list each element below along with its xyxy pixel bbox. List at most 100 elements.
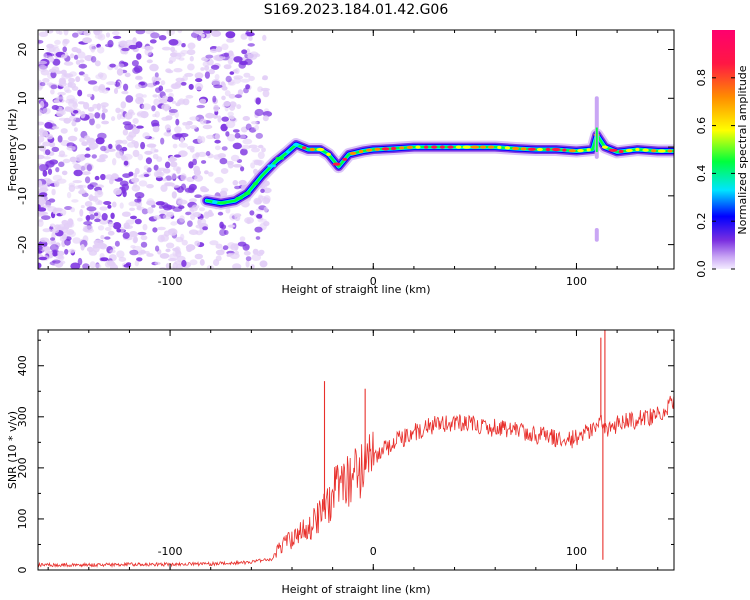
noise-blob: [194, 253, 203, 260]
noise-blob: [257, 144, 264, 149]
noise-blob: [58, 81, 67, 87]
noise-blob: [215, 255, 222, 262]
noise-blob: [73, 169, 83, 177]
noise-blob: [232, 129, 240, 133]
noise-blob: [242, 138, 253, 145]
noise-blob: [144, 48, 152, 56]
noise-blob: [258, 249, 265, 255]
noise-blob: [225, 131, 230, 137]
noise-blob: [262, 111, 273, 117]
noise-blob: [160, 80, 166, 86]
noise-blob: [54, 181, 60, 188]
noise-blob: [166, 30, 175, 36]
noise-blob: [227, 162, 234, 169]
noise-blob: [109, 263, 119, 269]
spectrogram-x-tick-label: -100: [158, 275, 183, 288]
noise-blob: [80, 111, 86, 119]
noise-blob: [128, 231, 138, 238]
ridge-peak: [431, 145, 438, 149]
noise-blob: [99, 154, 108, 160]
noise-blob: [233, 56, 243, 63]
noise-blob: [45, 149, 51, 156]
noise-blob: [208, 171, 214, 177]
noise-blob: [175, 118, 180, 126]
noise-blob: [171, 184, 180, 188]
noise-blob: [64, 248, 69, 255]
noise-blob: [71, 46, 79, 53]
noise-blob: [174, 111, 179, 118]
noise-blob: [77, 257, 83, 266]
ridge-peak: [667, 149, 673, 153]
noise-blob: [154, 72, 159, 78]
noise-blob: [240, 33, 248, 40]
noise-blob: [75, 154, 85, 162]
noise-blob: [42, 53, 48, 59]
noise-blob: [94, 60, 101, 67]
noise-blob: [205, 112, 215, 119]
noise-blob: [52, 250, 58, 257]
noise-blob: [113, 188, 122, 195]
noise-blob: [248, 35, 253, 41]
noise-blob: [251, 147, 260, 153]
noise-blob: [60, 209, 67, 216]
noise-blob: [262, 89, 270, 98]
ridge-peak: [625, 148, 633, 153]
noise-blob: [248, 75, 255, 82]
noise-blob: [62, 46, 67, 53]
noise-blob: [177, 199, 188, 205]
noise-blob: [97, 132, 107, 140]
noise-blob: [73, 110, 79, 114]
noise-blob: [68, 77, 76, 83]
noise-blob: [164, 124, 171, 131]
noise-blob: [180, 81, 187, 86]
noise-blob: [78, 63, 88, 69]
noise-blob: [133, 182, 138, 188]
noise-blob: [63, 85, 70, 93]
noise-blob: [122, 232, 130, 239]
noise-blob: [234, 243, 239, 251]
ridge-peak: [342, 157, 348, 161]
noise-blob: [168, 39, 179, 46]
noise-blob: [66, 191, 72, 199]
noise-blob: [189, 259, 198, 266]
noise-blob: [58, 117, 68, 121]
noise-blob: [50, 84, 58, 90]
noise-blob: [51, 105, 59, 110]
noise-blob: [93, 30, 103, 35]
noise-blob: [244, 58, 253, 66]
noise-blob: [62, 158, 71, 164]
noise-blob: [68, 182, 76, 188]
noise-blob: [83, 221, 93, 226]
noise-blob: [152, 153, 159, 160]
noise-blob: [89, 117, 95, 126]
noise-blob: [176, 167, 181, 174]
noise-blob: [261, 147, 266, 153]
noise-blob: [187, 63, 195, 71]
colorbar-tick-label: 0.2: [695, 212, 708, 230]
noise-blob: [55, 96, 65, 100]
noise-blob: [234, 94, 242, 99]
noise-blob: [225, 75, 232, 83]
noise-blob: [92, 85, 100, 92]
noise-blob: [214, 139, 221, 144]
noise-blob: [255, 132, 263, 139]
noise-blob: [151, 119, 160, 127]
snr-y-tick-label: 0: [16, 567, 29, 574]
ridge-peak: [618, 149, 624, 154]
noise-blob: [157, 234, 165, 243]
noise-blob: [62, 38, 68, 47]
noise-blob: [134, 192, 145, 199]
noise-blob: [194, 174, 204, 182]
noise-blob: [123, 160, 129, 166]
snr-y-tick-label: 100: [16, 508, 29, 529]
noise-blob: [196, 104, 205, 109]
noise-blob: [262, 187, 272, 194]
noise-blob: [100, 102, 109, 108]
noise-blob: [232, 164, 242, 168]
noise-blob: [43, 156, 51, 160]
noise-blob: [136, 53, 142, 60]
noise-blob: [187, 42, 196, 50]
noise-blob: [38, 128, 44, 133]
noise-blob: [215, 243, 223, 249]
